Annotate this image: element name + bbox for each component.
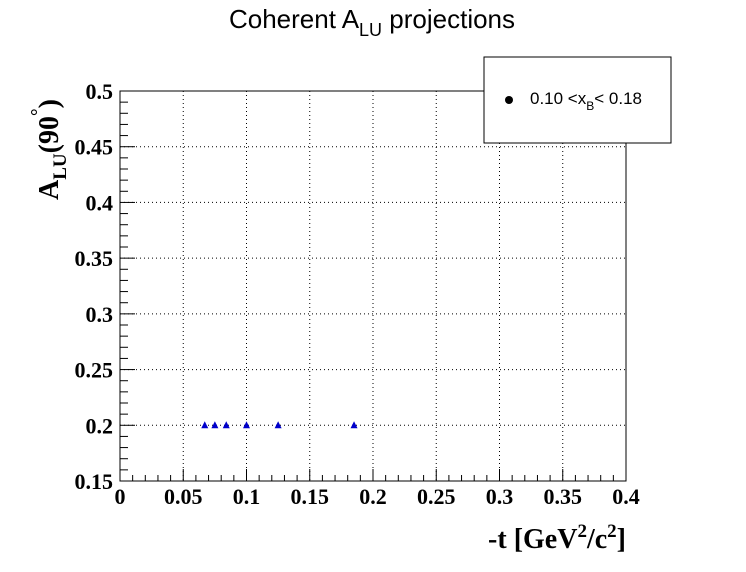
xlabel-main: -t [GeV <box>488 524 577 555</box>
title-main: Coherent A <box>229 4 360 34</box>
legend-box <box>483 56 672 144</box>
ylabel-main: A <box>34 179 65 200</box>
x-tick-label: 0.15 <box>291 484 330 509</box>
ylabel-subscript: LU <box>50 153 71 180</box>
y-tick-label: 0.15 <box>75 469 114 494</box>
ylabel-superscript: ° <box>28 108 49 116</box>
x-tick-label: 0.4 <box>612 484 640 509</box>
data-point <box>211 421 219 429</box>
y-tick-label: 0.5 <box>86 79 114 104</box>
y-tick-label: 0.45 <box>75 135 114 160</box>
x-tick-label: 0.25 <box>417 484 456 509</box>
xlabel-sup1: 2 <box>577 521 587 542</box>
x-tick-labels: 0 0.05 0.1 0.15 0.2 0.25 0.3 0.35 0.4 <box>115 484 640 509</box>
x-tick-label: 0.2 <box>359 484 387 509</box>
y-tick-label: 0.3 <box>86 302 114 327</box>
x-axis-title: -t [GeV2/c2] <box>488 521 626 555</box>
xlabel-mid: /c <box>586 524 607 555</box>
y-tick-labels: 0.15 0.2 0.25 0.3 0.35 0.4 0.45 0.5 <box>75 79 114 494</box>
data-point <box>222 421 230 429</box>
data-point <box>274 421 282 429</box>
x-tick-label: 0.05 <box>164 484 203 509</box>
y-tick-label: 0.25 <box>75 358 114 383</box>
legend-label: 0.10 <xB< 0.18 <box>530 89 642 113</box>
tick-marks <box>119 90 627 482</box>
chart-title: Coherent ALU projections <box>229 4 515 40</box>
y-axis-title: ALU(90°) <box>28 99 71 200</box>
xlabel-end: ] <box>617 524 626 555</box>
data-point <box>243 421 250 429</box>
data-points <box>201 421 358 429</box>
x-tick-label: 0.35 <box>544 484 583 509</box>
x-tick-label: 0 <box>115 484 126 509</box>
legend-label-sub: B <box>586 99 594 113</box>
legend-marker-icon <box>505 96 513 104</box>
data-point <box>201 421 209 429</box>
x-tick-label: 0.3 <box>486 484 514 509</box>
title-subscript: LU <box>359 20 382 40</box>
ylabel-paren-open: (90 <box>34 116 65 153</box>
grid-lines <box>120 91 626 481</box>
ylabel-paren-close: ) <box>34 99 65 108</box>
plot-frame <box>119 90 627 482</box>
legend: 0.10 <xB< 0.18 <box>483 56 672 144</box>
xlabel-sup2: 2 <box>607 521 617 542</box>
data-point <box>350 421 358 429</box>
y-tick-label: 0.2 <box>86 413 114 438</box>
y-tick-label: 0.4 <box>86 190 114 215</box>
x-tick-label: 0.1 <box>233 484 261 509</box>
y-tick-label: 0.35 <box>75 246 114 271</box>
legend-label-pre: 0.10 <x <box>530 89 587 108</box>
legend-label-post: < 0.18 <box>594 89 642 108</box>
title-tail: projections <box>382 4 515 34</box>
